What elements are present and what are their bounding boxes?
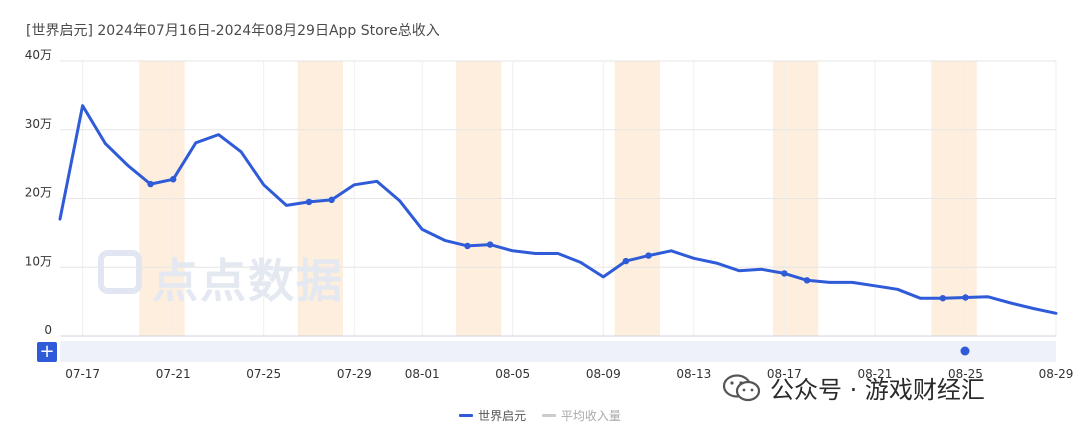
- x-tick-label: 08-01: [405, 367, 440, 381]
- data-point[interactable]: [962, 294, 969, 301]
- watermark-logo-icon: [98, 250, 142, 294]
- legend-label-series: 世界启元: [478, 409, 527, 423]
- legend-item-average[interactable]: 平均收入量: [541, 407, 621, 424]
- data-point[interactable]: [486, 241, 494, 248]
- wechat-icon: [722, 373, 761, 401]
- x-tick-label: 08-09: [586, 367, 621, 381]
- y-axis-ticks: 0 10万 20万 30万 40万: [25, 48, 52, 337]
- x-tick-label: 08-25: [948, 367, 983, 381]
- series-markers: [147, 176, 969, 302]
- data-point[interactable]: [328, 196, 335, 204]
- y-tick-label: 40万: [25, 48, 52, 62]
- data-point[interactable]: [645, 252, 652, 259]
- zoom-in-button[interactable]: +: [37, 342, 57, 362]
- x-tick-label: 07-29: [337, 367, 372, 381]
- data-point[interactable]: [305, 198, 313, 206]
- data-point[interactable]: [939, 294, 947, 302]
- data-point[interactable]: [169, 176, 177, 183]
- x-tick-label: 07-17: [65, 367, 100, 381]
- watermark-text: 点点数据: [152, 254, 344, 308]
- legend-item-series[interactable]: 世界启元: [459, 407, 526, 424]
- chart-title: [世界启元] 2024年07月16日-2024年08月29日App Store总…: [26, 23, 440, 39]
- range-slider-handle[interactable]: [960, 346, 970, 356]
- data-point[interactable]: [622, 257, 630, 265]
- data-point[interactable]: [147, 180, 154, 188]
- legend: 世界启元 平均收入量: [0, 406, 1080, 424]
- wechat-overlay-text: 公众号 · 游戏财经汇: [770, 376, 985, 404]
- series-layer: [58, 104, 1058, 315]
- legend-swatch-series: [459, 414, 474, 417]
- x-tick-label: 07-21: [156, 367, 191, 381]
- x-tick-label: 08-29: [1039, 367, 1074, 381]
- y-tick-label: 30万: [25, 117, 52, 131]
- y-tick-label: 0: [44, 323, 52, 337]
- x-tick-label: 08-17: [767, 367, 802, 381]
- series-line: [58, 104, 1058, 315]
- x-tick-label: 07-25: [246, 367, 281, 381]
- x-tick-label: 08-21: [857, 367, 892, 381]
- range-slider-track[interactable]: [60, 341, 1056, 362]
- range-slider: [60, 335, 1056, 362]
- x-tick-label: 08-13: [676, 367, 711, 381]
- legend-label-average: 平均收入量: [560, 409, 621, 423]
- y-tick-label: 20万: [25, 186, 52, 200]
- x-axis-ticks: 07-17 07-21 07-25 07-29 08-01 08-05 08-09 08-13…: [65, 367, 1073, 381]
- data-point[interactable]: [803, 277, 811, 284]
- data-point[interactable]: [464, 242, 471, 250]
- data-point[interactable]: [781, 270, 788, 277]
- wechat-overlay: 公众号 · 游戏财经汇: [722, 370, 985, 405]
- legend-swatch-average: [541, 414, 556, 417]
- x-tick-label: 08-05: [495, 367, 530, 381]
- y-tick-label: 10万: [25, 254, 52, 268]
